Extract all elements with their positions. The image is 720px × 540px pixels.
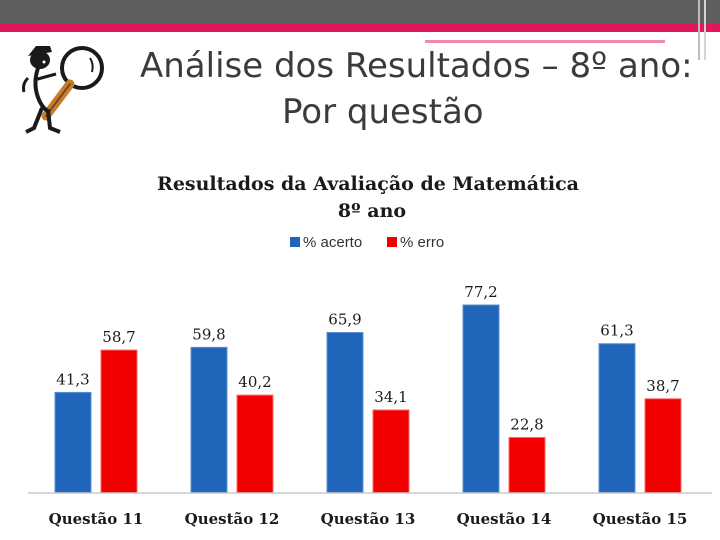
bar-erro-2 — [236, 394, 274, 494]
decor-line — [704, 0, 706, 60]
legend-label-acerto: % acerto — [303, 234, 362, 251]
value-label-acerto-3: 65,9 — [328, 311, 361, 329]
bar-acerto-2 — [190, 346, 228, 494]
legend-swatch-erro — [387, 237, 397, 247]
value-label-acerto-4: 77,2 — [464, 283, 497, 301]
value-label-acerto-5: 61,3 — [600, 322, 633, 340]
chart-legend: % acerto % erro — [290, 234, 444, 251]
bar-acerto-5 — [598, 343, 636, 494]
bar-erro-3 — [372, 409, 410, 494]
bar-erro-1 — [100, 349, 138, 494]
slide-title-line2: Por questão — [282, 92, 484, 132]
value-label-acerto-1: 41,3 — [56, 370, 89, 388]
slide-title-line1: Análise dos Resultados – 8º ano: — [140, 46, 693, 86]
value-label-acerto-2: 59,8 — [192, 325, 225, 343]
magnifying-glass-detective-icon — [22, 46, 104, 134]
chart-category-labels: Questão 11 Questão 12 Questão 13 Questão 14… — [49, 510, 688, 528]
value-label-erro-5: 38,7 — [646, 377, 679, 395]
chart-value-labels: 41,3 58,7 59,8 40,2 65,9 34,1 77,2 22,8 61,3 38,7 — [56, 283, 679, 433]
value-label-erro-3: 34,1 — [374, 388, 407, 406]
value-label-erro-4: 22,8 — [510, 415, 543, 433]
accent-bar — [0, 24, 720, 32]
decor-line — [698, 0, 700, 60]
category-label-1: Questão 11 — [49, 510, 144, 528]
value-label-erro-2: 40,2 — [238, 373, 271, 391]
accent-line — [425, 40, 665, 43]
bar-erro-4 — [508, 436, 546, 494]
category-label-2: Questão 12 — [185, 510, 280, 528]
chart-subtitle: 8º ano — [338, 200, 406, 222]
bar-acerto-4 — [462, 304, 500, 494]
chart-bars — [54, 304, 682, 494]
legend-label-erro: % erro — [400, 234, 444, 251]
bar-erro-5 — [644, 398, 682, 494]
category-label-4: Questão 14 — [457, 510, 552, 528]
value-label-erro-1: 58,7 — [102, 328, 135, 346]
category-label-3: Questão 13 — [321, 510, 416, 528]
results-chart: Resultados da Avaliação de Matemática 8º… — [28, 173, 712, 528]
category-label-5: Questão 15 — [593, 510, 688, 528]
bar-acerto-1 — [54, 391, 92, 494]
chart-title: Resultados da Avaliação de Matemática — [157, 173, 579, 195]
bar-acerto-3 — [326, 332, 364, 494]
top-bar — [0, 0, 720, 24]
legend-swatch-acerto — [290, 237, 300, 247]
